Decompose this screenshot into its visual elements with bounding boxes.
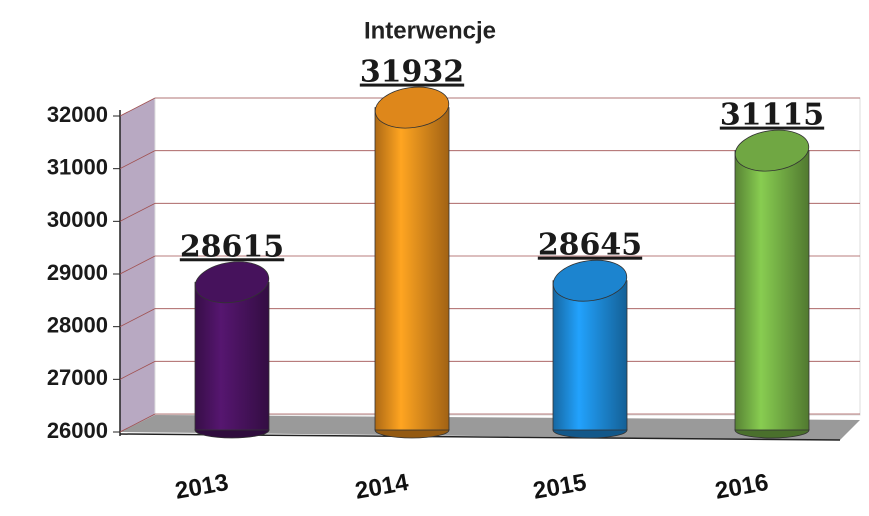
bar-top [194, 261, 270, 304]
x-tick-label: 2014 [353, 469, 411, 505]
grid-line [119, 150, 156, 170]
chart-title: Interwencje [364, 17, 496, 44]
bar [374, 107, 450, 431]
grid-line [119, 255, 156, 275]
x-tick-label: 2013 [173, 469, 230, 505]
grid-line [119, 97, 156, 117]
y-tick-label: 31000 [47, 154, 108, 179]
grid-line [119, 413, 156, 433]
y-tick-label: 32000 [47, 102, 108, 127]
y-tick-label: 28000 [47, 312, 108, 337]
grid-line [119, 308, 156, 328]
value-label: 31115 [720, 98, 824, 133]
y-tick-label: 26000 [47, 418, 108, 443]
bar [552, 280, 628, 431]
grid-line [119, 202, 156, 222]
y-tick-label: 27000 [47, 365, 108, 390]
bar-top [374, 86, 450, 129]
bar [194, 281, 270, 431]
grid-line [119, 360, 156, 380]
bar-top [552, 259, 628, 302]
x-tick-label: 2015 [531, 469, 588, 505]
x-tick-label: 2016 [713, 469, 770, 505]
value-label: 28645 [538, 228, 642, 263]
bar [734, 150, 810, 431]
y-tick-label: 30000 [47, 207, 108, 232]
y-tick-label: 29000 [47, 260, 108, 285]
value-label: 28615 [180, 229, 284, 264]
bar-top [734, 129, 810, 172]
value-label: 31932 [360, 55, 464, 90]
floor [120, 415, 860, 440]
